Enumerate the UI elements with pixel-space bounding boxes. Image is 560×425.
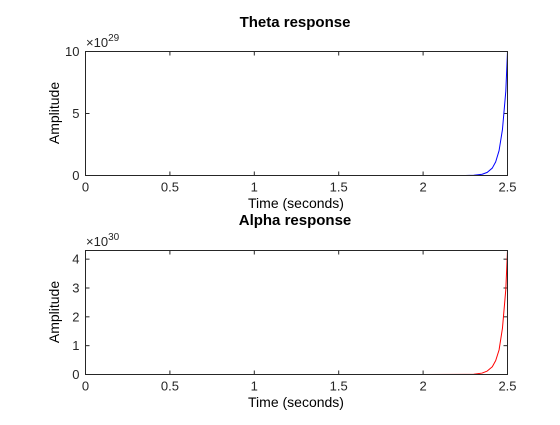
alpha-exponent-power: 30 <box>108 232 120 243</box>
alpha-y-tick-label: 2 <box>72 309 79 324</box>
alpha-y-tick-label: 0 <box>72 367 79 382</box>
alpha-x-tick-label: 2 <box>419 379 426 394</box>
alpha-x-tick-label: 0 <box>82 379 89 394</box>
theta-exponent-base: ×10 <box>86 35 108 50</box>
theta-plot: Theta response ×1029 0 0.5 1 1.5 2 2.5 0 5 10 Ti… <box>46 14 517 211</box>
theta-title: Theta response <box>240 14 351 31</box>
alpha-x-tick-label: 0.5 <box>161 379 179 394</box>
theta-plot-background <box>85 51 508 176</box>
alpha-y-tick-label: 1 <box>72 338 79 353</box>
theta-y-tick-label: 10 <box>65 44 79 59</box>
alpha-x-tick-label: 1 <box>251 379 258 394</box>
alpha-y-tick-label: 4 <box>72 252 79 267</box>
theta-x-tick-label: 2 <box>419 180 426 195</box>
theta-x-tick-label: 0.5 <box>161 180 179 195</box>
theta-y-tick-label: 5 <box>72 106 79 121</box>
alpha-title: Alpha response <box>239 212 352 229</box>
alpha-plot-frame <box>85 250 508 375</box>
theta-x-tick-label: 2.5 <box>498 180 516 195</box>
theta-x-tick-label: 1.5 <box>330 180 348 195</box>
alpha-exponent-base: ×10 <box>86 234 108 249</box>
alpha-x-tick-label: 1.5 <box>330 379 348 394</box>
theta-xlabel: Time (seconds) <box>248 195 344 211</box>
alpha-ylabel: Amplitude <box>46 281 62 343</box>
theta-plot-frame <box>85 51 508 176</box>
theta-x-tick-label: 0 <box>82 180 89 195</box>
theta-exponent-label: ×1029 <box>86 33 120 50</box>
alpha-xlabel: Time (seconds) <box>248 394 344 410</box>
alpha-y-tick-label: 3 <box>72 280 79 295</box>
theta-x-tick-label: 1 <box>251 180 258 195</box>
theta-exponent-power: 29 <box>108 33 120 44</box>
theta-ylabel: Amplitude <box>46 82 62 144</box>
alpha-plot-background <box>85 250 508 375</box>
alpha-plot: Alpha response ×1030 0 0.5 1 1.5 2 2.5 0 1 2 3 4 T… <box>46 212 517 410</box>
theta-y-tick-label: 0 <box>72 168 79 183</box>
alpha-x-tick-label: 2.5 <box>498 379 516 394</box>
alpha-exponent-label: ×1030 <box>86 232 120 249</box>
alpha-ticks: 0 0.5 1 1.5 2 2.5 0 1 2 3 4 <box>72 250 517 394</box>
